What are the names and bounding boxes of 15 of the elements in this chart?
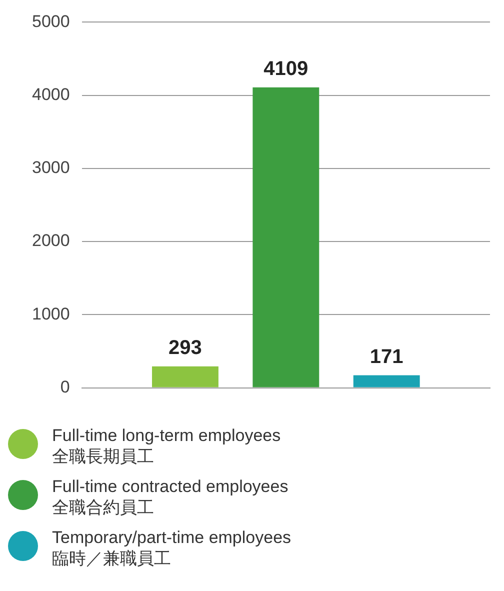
legend-label: Full-time long-term employees 全職長期員工	[52, 425, 281, 467]
legend-label: Full-time contracted employees 全職合約員工	[52, 476, 288, 518]
y-tick-label: 1000	[32, 304, 70, 324]
data-label: 4109	[264, 58, 308, 80]
legend-label: Temporary/part-time employees 臨時／兼職員工	[52, 527, 292, 569]
y-tick-label: 4000	[32, 85, 70, 104]
y-tick-label: 0	[60, 377, 70, 396]
bar	[353, 375, 420, 388]
y-tick-label: 3000	[32, 158, 70, 178]
y-tick-label: 2000	[32, 231, 70, 250]
data-label: 171	[370, 346, 404, 368]
data-label: 293	[168, 336, 202, 359]
bar	[152, 366, 218, 388]
y-tick-label: 5000	[32, 12, 70, 31]
bar	[252, 87, 320, 388]
